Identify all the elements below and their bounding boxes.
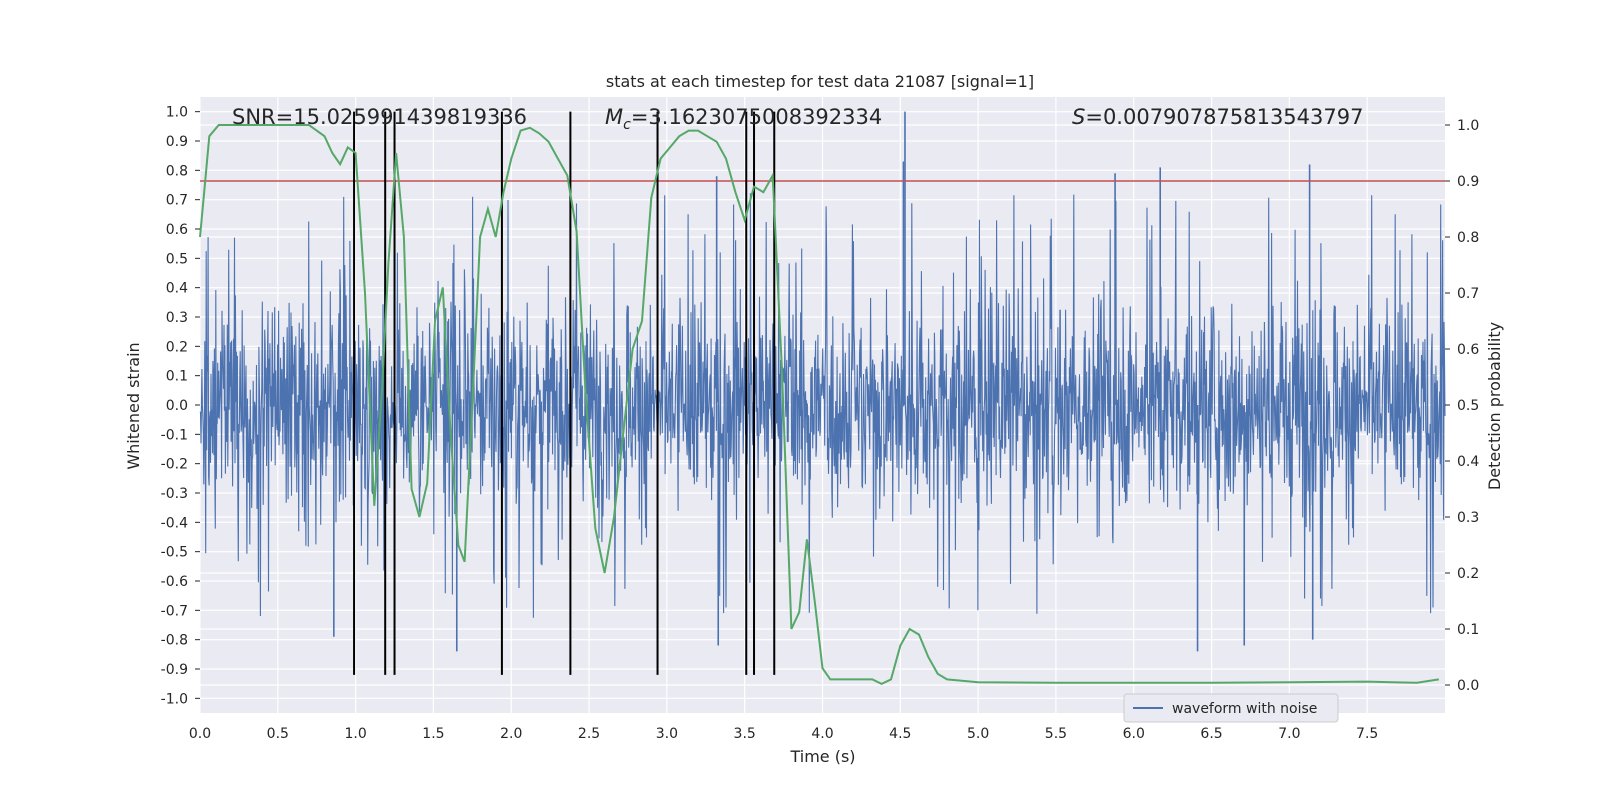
s-value: =0.007907875813543797 [1085,105,1363,129]
y-tick-label-left: -0.9 [161,662,188,678]
y-tick-label-left: 0.1 [166,369,188,385]
x-tick-label: 0.5 [267,726,289,742]
x-tick-label: 3.0 [656,726,678,742]
x-tick-label: 7.5 [1356,726,1378,742]
x-tick-label: 5.0 [967,726,989,742]
y-tick-label-right: 1.0 [1457,118,1479,134]
x-axis-label: Time (s) [789,747,855,766]
y-tick-label-left: 0.5 [166,251,188,267]
x-tick-label: 1.5 [422,726,444,742]
y-tick-label-right: 0.0 [1457,678,1479,694]
y-tick-label-left: -1.0 [161,691,188,707]
y-tick-label-left: -0.8 [161,633,188,649]
y-tick-label-left: -0.2 [161,457,188,473]
y-tick-label-right: 0.4 [1457,454,1479,470]
mc-annotation: Mc=3.1623075008392334 [605,105,882,133]
y-tick-label-right: 0.6 [1457,342,1479,358]
y-tick-label-left: 0.2 [166,339,188,355]
y-tick-label-right: 0.3 [1457,510,1479,526]
y-tick-label-left: 0.9 [166,134,188,150]
y-tick-label-right: 0.8 [1457,230,1479,246]
y-tick-label-left: 0.6 [166,222,188,238]
y-tick-label-left: -0.4 [161,515,188,531]
chart-title: stats at each timestep for test data 210… [606,72,1034,91]
y-axis-label-right: Detection probability [1485,322,1504,490]
y-tick-label-left: 0.8 [166,163,188,179]
probability-line [199,124,1439,686]
waveform-line [199,193,1446,618]
x-tick-label: 6.0 [1123,726,1145,742]
y-tick-label-left: 0.7 [166,193,188,209]
y-tick-label-left: 0.0 [166,398,188,414]
mc-symbol: M [605,105,623,129]
x-tick-label: 7.0 [1278,726,1300,742]
legend-label: waveform with noise [1172,701,1317,717]
y-tick-label-left: -0.3 [161,486,188,502]
y-tick-label-right: 0.9 [1457,174,1479,190]
y-tick-label-left: -0.7 [161,603,188,619]
s-annotation: S=0.007907875813543797 [1072,105,1363,129]
x-tick-label: 2.0 [500,726,522,742]
mc-subscript: c [623,117,631,133]
y-tick-label-left: 1.0 [166,105,188,121]
x-tick-label: 4.5 [889,726,911,742]
y-tick-label-right: 0.1 [1457,622,1479,638]
x-tick-label: 5.5 [1045,726,1067,742]
y-tick-label-left: -0.1 [161,427,188,443]
x-tick-label: 3.5 [734,726,756,742]
x-tick-label: 0.0 [189,726,211,742]
y-tick-label-left: 0.4 [166,281,188,297]
legend: waveform with noise [1123,693,1339,723]
mc-value: =3.1623075008392334 [631,105,882,129]
x-tick-label: 4.0 [811,726,833,742]
y-axis-label-left: Whitened strain [124,342,143,469]
y-tick-label-left: -0.6 [161,574,188,590]
x-tick-label: 2.5 [578,726,600,742]
legend-box [1123,693,1339,723]
snr-annotation: SNR=15.025991439819336 [232,105,527,129]
x-tick-label: 6.5 [1200,726,1222,742]
s-symbol: S [1072,105,1085,129]
x-tick-label: 1.0 [344,726,366,742]
y-tick-label-right: 0.5 [1457,398,1479,414]
y-tick-label-left: -0.5 [161,545,188,561]
y-tick-label-right: 0.7 [1457,286,1479,302]
y-tick-label-right: 0.2 [1457,566,1479,582]
y-tick-label-left: 0.3 [166,310,188,326]
